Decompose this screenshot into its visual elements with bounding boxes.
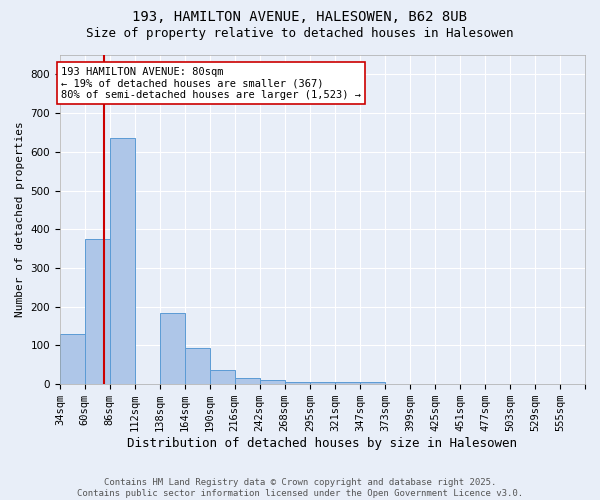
Bar <box>160 312 185 384</box>
Text: Size of property relative to detached houses in Halesowen: Size of property relative to detached ho… <box>86 28 514 40</box>
Bar <box>60 334 85 384</box>
Bar <box>235 378 260 384</box>
Bar <box>209 370 235 384</box>
Bar <box>85 239 110 384</box>
Bar <box>361 382 385 384</box>
Bar <box>310 382 335 384</box>
Bar <box>335 382 361 384</box>
Text: 193 HAMILTON AVENUE: 80sqm
← 19% of detached houses are smaller (367)
80% of sem: 193 HAMILTON AVENUE: 80sqm ← 19% of deta… <box>61 66 361 100</box>
X-axis label: Distribution of detached houses by size in Halesowen: Distribution of detached houses by size … <box>127 437 517 450</box>
Bar <box>284 382 310 384</box>
Bar <box>260 380 284 384</box>
Bar <box>185 348 209 384</box>
Text: Contains HM Land Registry data © Crown copyright and database right 2025.
Contai: Contains HM Land Registry data © Crown c… <box>77 478 523 498</box>
Bar <box>110 138 135 384</box>
Text: 193, HAMILTON AVENUE, HALESOWEN, B62 8UB: 193, HAMILTON AVENUE, HALESOWEN, B62 8UB <box>133 10 467 24</box>
Y-axis label: Number of detached properties: Number of detached properties <box>15 122 25 318</box>
